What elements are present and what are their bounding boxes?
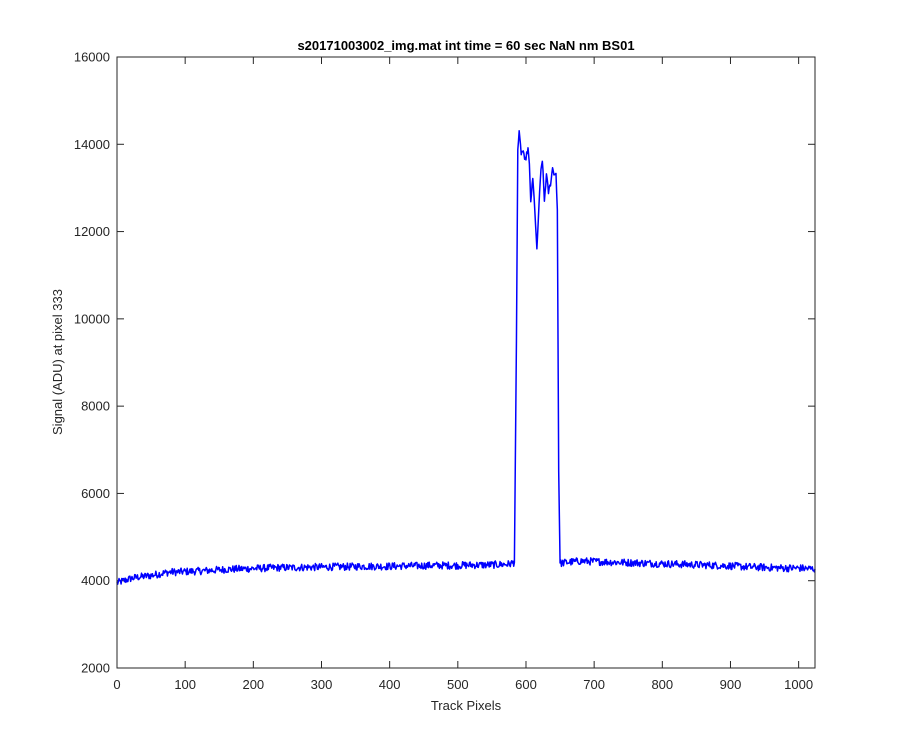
y-tick-label: 12000 [74,224,110,239]
series-line [116,130,816,585]
x-tick-label: 1000 [784,677,813,692]
data-series-layer [116,130,816,585]
tick-labels: 0 100 200 300 400 500 600 700 800 900 1000 2000 4000… [74,50,813,693]
x-tick-label: 900 [720,677,742,692]
plot-background [117,57,815,668]
x-tick-label: 100 [174,677,196,692]
x-tick-label: 600 [515,677,537,692]
x-tick-label: 200 [242,677,264,692]
y-tick-label: 6000 [81,486,110,501]
x-tick-label: 0 [113,677,120,692]
y-tick-label: 8000 [81,399,110,414]
x-tick-label: 500 [447,677,469,692]
y-tick-label: 16000 [74,50,110,65]
y-tick-label: 10000 [74,311,110,326]
y-tick-label: 2000 [81,661,110,676]
chart-title: s20171003002_img.mat int time = 60 sec N… [297,38,634,53]
y-tick-label: 4000 [81,573,110,588]
plot-frame [116,56,816,669]
x-tick-label: 800 [651,677,673,692]
x-tick-label: 300 [311,677,333,692]
x-axis-label: Track Pixels [431,698,502,713]
y-axis-label: Signal (ADU) at pixel 333 [50,289,65,435]
x-tick-label: 400 [379,677,401,692]
y-tick-label: 14000 [74,137,110,152]
x-tick-label: 700 [583,677,605,692]
